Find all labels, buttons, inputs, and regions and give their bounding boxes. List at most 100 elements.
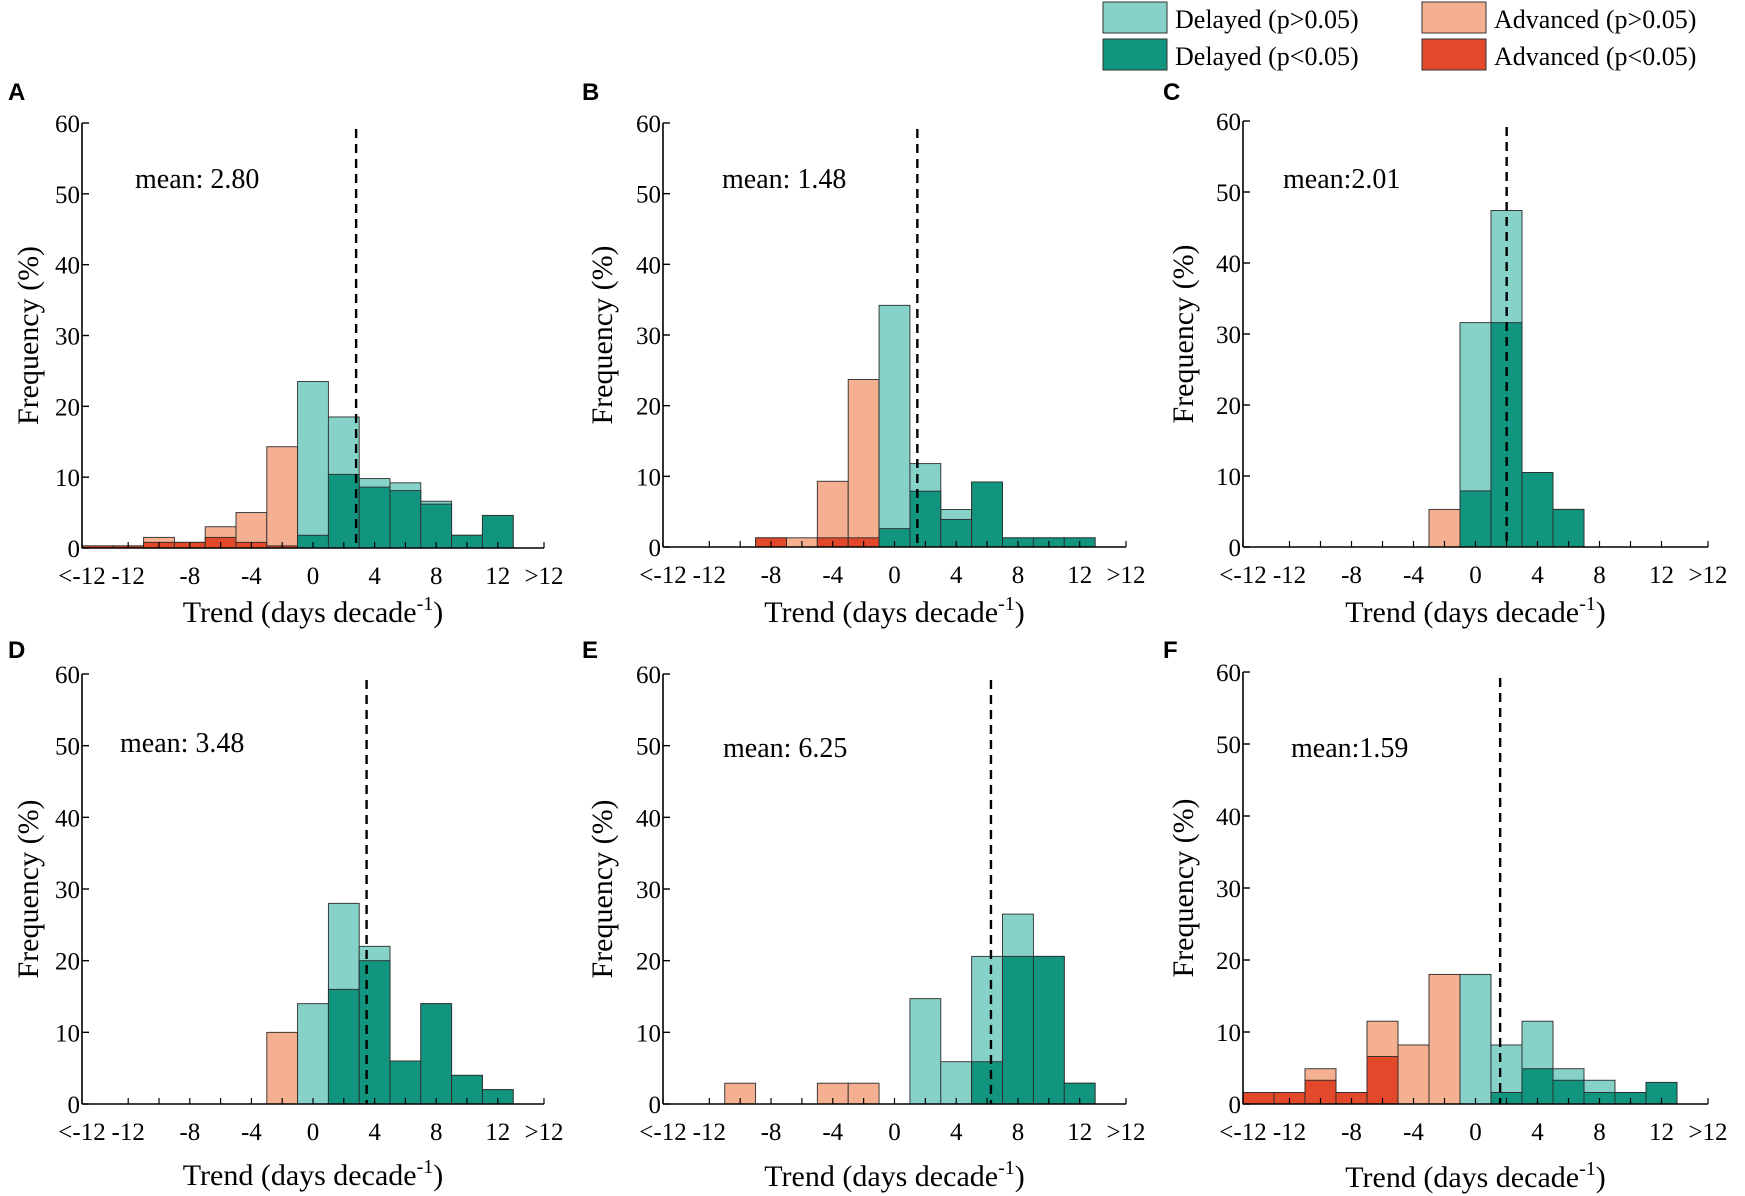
bar: [358, 486, 391, 549]
x-axis-title-close: ): [1015, 1160, 1025, 1193]
x-tick-label: -12: [112, 563, 145, 590]
y-tick-label: 10: [55, 1020, 80, 1047]
x-axis-title: Trend (days decade-1): [1345, 1158, 1606, 1194]
x-axis-title: Trend (days decade-1): [764, 1157, 1025, 1193]
y-axis-title: Frequency (%): [586, 245, 619, 424]
x-tick-label: -8: [1341, 1119, 1362, 1146]
bar: [1459, 490, 1492, 548]
legend-swatch: [1102, 1, 1168, 34]
y-tick-label: 10: [55, 465, 80, 492]
y-tick-label: 0: [68, 536, 81, 563]
mean-label: mean: 2.80: [135, 164, 259, 195]
y-tick-label: 10: [1216, 1020, 1241, 1047]
panel-e: E 0 10 20 30 40 50 60 <-12 -12 -8 -4 0 4 8 12 >12 mean: 6…: [582, 637, 1146, 1193]
x-tick-label: -4: [241, 1119, 262, 1146]
y-tick-label: 20: [636, 949, 661, 976]
y-axis-title: Frequency (%): [12, 246, 45, 425]
x-tick-label: <-12: [58, 563, 105, 590]
bar: [1521, 472, 1554, 548]
x-tick-label: -4: [1403, 1119, 1424, 1146]
x-tick-label: >12: [1688, 562, 1727, 589]
x-tick-label: -8: [179, 563, 200, 590]
x-tick-label: -12: [1273, 562, 1306, 589]
y-tick-label: 40: [636, 252, 661, 279]
y-tick-label: 40: [1216, 251, 1241, 278]
x-tick-label: -4: [822, 1119, 843, 1146]
x-tick-label: 4: [950, 562, 963, 589]
x-tick-label: -4: [1403, 562, 1424, 589]
legend-swatch: [1421, 1, 1487, 34]
panel-letter: E: [582, 637, 598, 664]
y-tick-label: 30: [1216, 322, 1241, 349]
x-tick-label: 8: [1012, 562, 1025, 589]
bar: [1521, 1068, 1554, 1105]
x-axis-title-sup: -1: [998, 593, 1015, 615]
x-tick-label: 4: [1531, 562, 1544, 589]
y-tick-label: 30: [636, 323, 661, 350]
x-axis-title-close: ): [1596, 1161, 1606, 1194]
x-tick-label: >12: [1106, 562, 1145, 589]
x-axis-title: Trend (days decade-1): [183, 1156, 444, 1192]
y-tick-label: 20: [1216, 393, 1241, 420]
x-tick-label: <-12: [1219, 1119, 1266, 1146]
x-tick-label: 4: [1531, 1119, 1544, 1146]
y-tick-label: 50: [636, 734, 661, 761]
y-tick-label: 0: [649, 1092, 662, 1119]
y-tick-label: 0: [649, 535, 662, 562]
x-axis-title-sup: -1: [417, 593, 434, 615]
y-tick-label: 0: [1229, 1092, 1242, 1119]
y-tick-label: 10: [636, 1020, 661, 1047]
y-tick-label: 30: [1216, 876, 1241, 903]
y-tick-label: 20: [636, 394, 661, 421]
x-axis-title: Trend (days decade-1): [1345, 593, 1606, 629]
y-tick-label: 30: [55, 324, 80, 351]
legend-label: Delayed (p>0.05): [1175, 5, 1359, 34]
mean-label: mean:2.01: [1283, 164, 1400, 195]
x-tick-label: 12: [1067, 1119, 1092, 1146]
y-tick-label: 50: [1216, 180, 1241, 207]
x-tick-label: 4: [368, 563, 381, 590]
x-tick-label: -4: [241, 563, 262, 590]
y-tick-label: 0: [68, 1092, 81, 1119]
bar: [971, 481, 1003, 548]
x-tick-label: 0: [888, 1119, 901, 1146]
x-tick-label: >12: [1688, 1119, 1727, 1146]
x-axis-title: Trend (days decade-1): [183, 593, 444, 629]
x-tick-label: <-12: [58, 1119, 105, 1146]
x-tick-label: -8: [761, 562, 782, 589]
x-tick-label: 8: [1593, 1119, 1606, 1146]
x-tick-label: 12: [485, 1119, 510, 1146]
x-tick-label: 0: [888, 562, 901, 589]
bar: [1032, 955, 1065, 1105]
x-tick-label: 4: [950, 1119, 963, 1146]
legend-swatch: [1102, 38, 1168, 71]
y-tick-label: 50: [636, 182, 661, 209]
y-tick-label: 20: [1216, 948, 1241, 975]
bar: [420, 503, 453, 549]
bar: [1242, 1092, 1275, 1105]
x-tick-label: 4: [368, 1119, 381, 1146]
x-tick-label: >12: [524, 563, 563, 590]
x-tick-label: 8: [430, 1119, 443, 1146]
bar: [847, 379, 880, 548]
y-tick-label: 20: [55, 394, 80, 421]
y-axis-title: Frequency (%): [12, 799, 45, 978]
bar: [878, 304, 911, 548]
y-tick-label: 50: [55, 734, 80, 761]
bar: [1366, 1056, 1399, 1105]
x-axis-title-close: ): [1015, 596, 1025, 629]
x-tick-label: -12: [112, 1119, 145, 1146]
legend-swatch: [1421, 38, 1487, 71]
mean-label: mean:1.59: [1291, 733, 1408, 764]
x-tick-label: 0: [307, 563, 320, 590]
legend-label: Advanced (p<0.05): [1494, 42, 1696, 71]
mean-label: mean: 3.48: [120, 728, 244, 759]
legend-label: Delayed (p<0.05): [1175, 42, 1359, 71]
panel-letter: A: [8, 79, 25, 106]
panel-d: D 0 10 20 30 40 50 60 <-12 -12 -8 -4 0 4 8 12 >12 mean: 3…: [8, 637, 564, 1192]
panel-letter: B: [582, 79, 599, 106]
bar: [1002, 955, 1034, 1105]
x-axis-title-close: ): [433, 596, 443, 629]
bar: [1428, 973, 1461, 1105]
x-tick-label: -8: [1341, 562, 1362, 589]
